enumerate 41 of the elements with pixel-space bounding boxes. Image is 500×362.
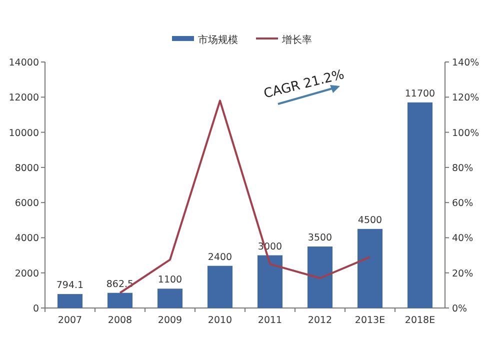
y2-tick-label: 40% xyxy=(452,233,474,244)
annotation: CAGR 21.2% xyxy=(262,67,346,102)
legend-label: 市场规模 xyxy=(198,34,238,46)
y-tick-label: 0 xyxy=(32,304,39,314)
bar xyxy=(58,294,82,308)
x-tick-label: 2010 xyxy=(208,315,232,326)
y2-tick-label: 80% xyxy=(452,162,474,174)
data-label: 1100 xyxy=(158,274,182,286)
y-tick-label: 14000 xyxy=(8,58,39,68)
y-tick-label: 6000 xyxy=(14,198,39,210)
bar xyxy=(208,266,232,308)
x-tick-label: 2007 xyxy=(58,315,82,326)
y-tick-label: 2000 xyxy=(14,268,39,280)
x-tick-label: 2008 xyxy=(108,315,132,326)
y-tick-label: 8000 xyxy=(14,162,39,174)
y2-tick-label: 60% xyxy=(452,198,474,210)
bar xyxy=(108,292,132,308)
data-label: 3500 xyxy=(308,232,332,244)
x-tick-label: 2011 xyxy=(258,315,282,326)
bar xyxy=(308,246,332,308)
data-label: 794.1 xyxy=(56,280,84,292)
data-label: 2400 xyxy=(208,252,232,263)
y-tick-label: 12000 xyxy=(8,92,39,104)
data-label: 4500 xyxy=(358,214,382,226)
y-tick-label: 4000 xyxy=(14,233,39,244)
y-tick-label: 10000 xyxy=(8,128,39,139)
bar xyxy=(158,288,182,308)
y2-tick-label: 20% xyxy=(452,268,474,280)
bar xyxy=(358,228,382,308)
y2-tick-label: 140% xyxy=(452,58,480,68)
legend-label: 增长率 xyxy=(281,34,312,46)
y2-tick-label: 120% xyxy=(452,92,480,104)
x-tick-label: 2013E xyxy=(354,315,386,326)
bar xyxy=(408,102,432,308)
x-tick-label: 2009 xyxy=(158,315,182,326)
y2-tick-label: 100% xyxy=(452,128,480,139)
y2-tick-label: 0% xyxy=(452,304,468,314)
x-tick-label: 2012 xyxy=(308,315,332,326)
x-tick-label: 2018E xyxy=(404,315,436,326)
bar xyxy=(258,255,282,308)
data-label: 11700 xyxy=(404,88,436,100)
